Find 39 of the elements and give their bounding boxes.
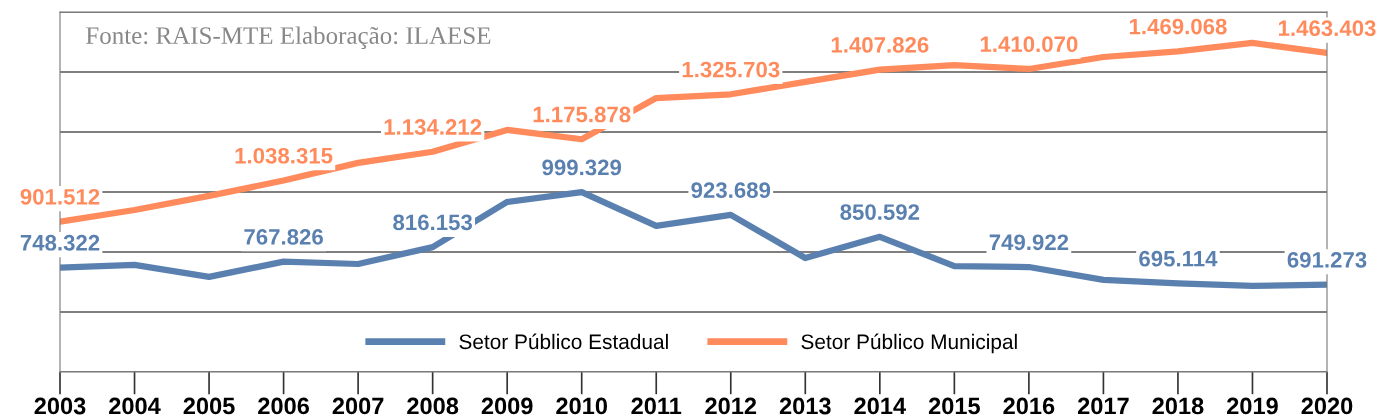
x-tick-label: 2009 xyxy=(481,397,533,415)
x-tick-label: 2012 xyxy=(705,397,757,415)
x-tick-label: 2010 xyxy=(556,397,607,415)
x-tick-label: 2017 xyxy=(1077,397,1129,415)
data-label: 767.826 xyxy=(244,229,323,245)
x-tick-label: 2013 xyxy=(779,397,831,415)
data-label: 1.463.403 xyxy=(1278,20,1376,37)
data-label: 749.922 xyxy=(989,234,1069,251)
x-tick-label: 2003 xyxy=(34,397,86,415)
data-label: 1.325.703 xyxy=(682,61,780,78)
x-tick-label: 2007 xyxy=(332,397,384,415)
data-label: 1.038.315 xyxy=(235,147,333,164)
x-tick-label: 2011 xyxy=(631,397,682,415)
legend-label: Setor Público Estadual xyxy=(459,333,668,350)
data-label: 1.410.070 xyxy=(980,36,1078,53)
x-tick-label: 2020 xyxy=(1301,397,1353,415)
data-label: 1.407.826 xyxy=(831,37,929,53)
x-tick-label: 2016 xyxy=(1003,397,1055,415)
data-label: 1.469.068 xyxy=(1129,18,1227,35)
data-label: 748.322 xyxy=(20,234,100,251)
data-label: 999.329 xyxy=(542,159,622,176)
x-tick-label: 2018 xyxy=(1152,397,1204,415)
x-tick-label: 2014 xyxy=(854,397,906,415)
annotation: Fonte: RAIS-MTE Elaboração: ILAESE xyxy=(86,26,491,50)
data-label: 901.512 xyxy=(20,188,100,205)
data-label: 816.153 xyxy=(393,214,473,231)
data-label: 1.175.878 xyxy=(533,106,631,123)
x-tick-label: 2005 xyxy=(183,397,235,415)
legend-label: Setor Público Municipal xyxy=(801,333,1017,354)
x-tick-label: 2019 xyxy=(1227,397,1278,415)
x-tick-label: 2015 xyxy=(928,397,980,415)
data-label: 1.134.212 xyxy=(384,119,482,135)
x-tick-label: 2004 xyxy=(109,397,161,415)
data-label: 850.592 xyxy=(840,204,920,220)
data-label: 923.689 xyxy=(691,182,771,199)
x-tick-label: 2006 xyxy=(258,397,309,415)
data-label: 691.273 xyxy=(1287,251,1367,268)
data-label: 695.114 xyxy=(1139,250,1218,267)
x-tick-label: 2008 xyxy=(407,397,459,415)
